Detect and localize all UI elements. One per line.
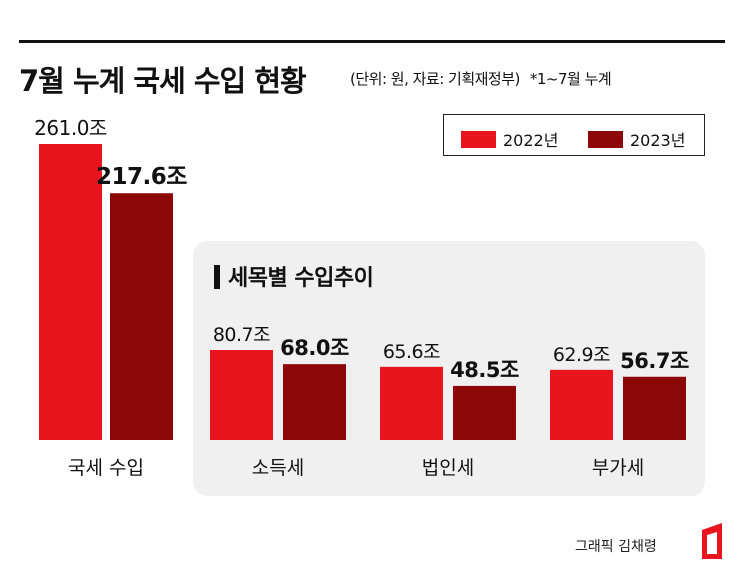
bar-vat-2022 (550, 369, 613, 440)
legend-item-2023: 2023년 (588, 127, 685, 151)
panel-title-marker (214, 265, 220, 289)
bar-total-tax-revenue-2023 (110, 193, 173, 440)
bar-income-tax-2022 (210, 350, 273, 440)
bar-vat-2023 (623, 376, 686, 440)
value-label-total-tax-revenue-2023: 217.6조 (96, 164, 187, 190)
graphic-credit: 그래픽 김채령 (575, 539, 657, 555)
category-label-corporate-tax: 법인세 (422, 457, 474, 479)
legend: 2022년 2023년 (443, 114, 705, 156)
panel-title-text: 세목별 수입추이 (228, 266, 374, 291)
category-label-income-tax: 소득세 (252, 457, 304, 479)
publisher-logo-icon (702, 523, 722, 559)
value-label-income-tax-2023: 68.0조 (280, 336, 349, 360)
chart-subtitle: (단위: 원, 자료: 기획재정부) *1~7월 누계 (350, 68, 612, 89)
legend-swatch-2023 (588, 130, 623, 148)
panel-title: 세목별 수입추이 (214, 260, 374, 292)
value-label-vat-2023: 56.7조 (620, 349, 689, 373)
bar-corporate-tax-2022 (380, 366, 443, 440)
value-label-income-tax-2022: 80.7조 (213, 324, 270, 346)
top-rule (19, 40, 725, 43)
chart-title: 7월 누계 국세 수입 현황 (19, 64, 307, 98)
value-label-total-tax-revenue-2022: 261.0조 (34, 116, 107, 140)
value-label-vat-2022: 62.9조 (553, 344, 610, 366)
period-note: *1~7월 누계 (529, 70, 612, 88)
tax-breakdown-panel (193, 241, 705, 496)
legend-label-2023: 2023년 (630, 131, 686, 150)
source-note: (단위: 원, 자료: 기획재정부) (350, 70, 520, 88)
value-label-corporate-tax-2022: 65.6조 (383, 341, 440, 363)
value-label-corporate-tax-2023: 48.5조 (450, 358, 519, 382)
bar-income-tax-2023 (283, 364, 346, 440)
legend-item-2022: 2022년 (461, 127, 558, 151)
legend-swatch-2022 (461, 130, 496, 148)
bar-total-tax-revenue-2022 (39, 144, 102, 440)
legend-label-2022: 2022년 (503, 131, 559, 150)
category-label-vat: 부가세 (592, 457, 644, 479)
bar-corporate-tax-2023 (453, 385, 516, 440)
category-label-total-tax-revenue: 국세 수입 (68, 457, 144, 479)
